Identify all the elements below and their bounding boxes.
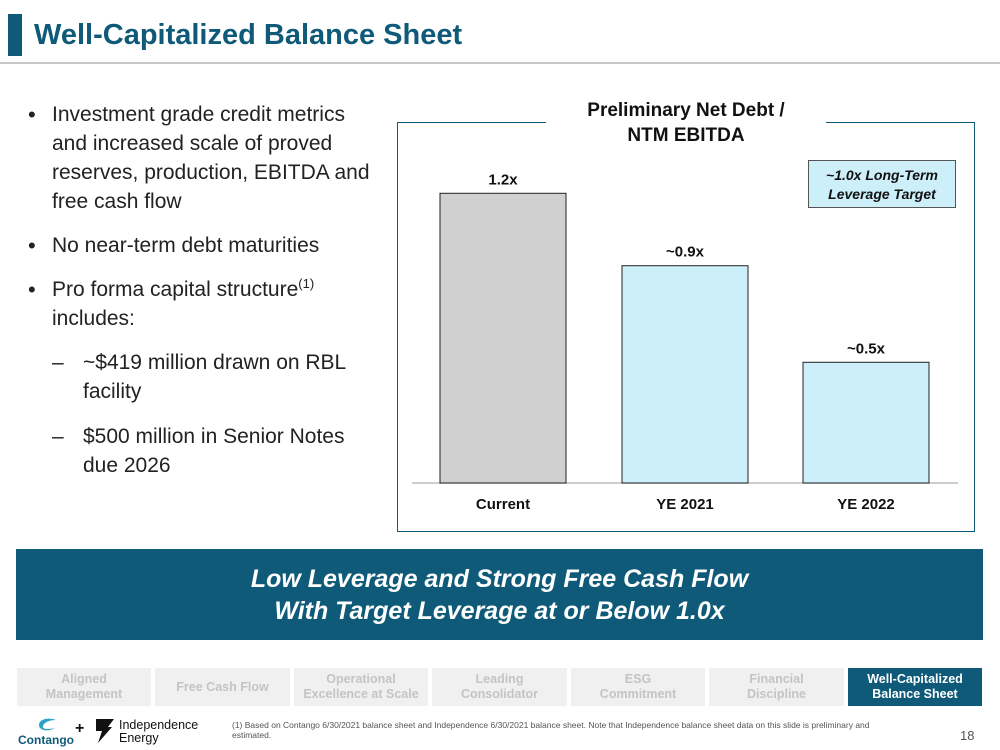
category-label: YE 2022 bbox=[837, 496, 895, 513]
nav-tab-label: Consolidator bbox=[460, 687, 539, 701]
nav-tab-label: Free Cash Flow bbox=[176, 679, 269, 694]
nav-tab-label: Management bbox=[45, 687, 123, 701]
bar-ye-2021 bbox=[621, 265, 749, 484]
page-title: Well-Capitalized Balance Sheet bbox=[34, 19, 463, 51]
nav-tab-label: ESG bbox=[624, 672, 652, 686]
data-label: ~0.5x bbox=[847, 340, 886, 357]
independence-energy-logo: Independence Energy bbox=[92, 717, 198, 747]
banner-line: With Target Leverage at or Below 1.0x bbox=[274, 597, 725, 625]
category-label: Current bbox=[476, 496, 530, 513]
independence-mark-icon bbox=[96, 719, 114, 743]
nav-tab-label: Balance Sheet bbox=[872, 687, 958, 701]
bar-current bbox=[439, 192, 567, 484]
sub-bullet-text: $500 million in Senior Notes due 2026 bbox=[83, 425, 345, 477]
bullet-text: No near-term debt maturities bbox=[52, 234, 320, 257]
nav-tab-label: Commitment bbox=[599, 687, 677, 701]
bullet-text: Investment grade credit metrics and incr… bbox=[52, 103, 370, 213]
bar-ye-2022 bbox=[802, 361, 930, 484]
logo-text-line: Independence bbox=[119, 718, 199, 732]
nav-tab-label: Well-Capitalized bbox=[867, 672, 963, 686]
sub-bullet-item: – $500 million in Senior Notes due 2026 bbox=[28, 422, 373, 480]
title-accent-bar bbox=[8, 14, 22, 56]
contango-logo: Contango bbox=[18, 716, 74, 747]
nav-tab-label: Operational bbox=[326, 672, 396, 686]
bullet-text: Pro forma capital structure bbox=[52, 278, 299, 301]
highlight-banner: Low Leverage and Strong Free Cash Flow W… bbox=[16, 549, 983, 640]
chart-title-background bbox=[546, 95, 826, 151]
contango-wordmark: Contango bbox=[18, 733, 74, 747]
nav-tab-label: Financial bbox=[749, 672, 804, 686]
bullet-item: • Pro forma capital structure(1) include… bbox=[28, 275, 373, 333]
target-text-line: Leverage Target bbox=[828, 186, 936, 202]
bullet-dot-icon: • bbox=[28, 102, 36, 127]
category-label: YE 2021 bbox=[656, 496, 714, 513]
plus-sign: + bbox=[75, 720, 85, 737]
banner-line: Low Leverage and Strong Free Cash Flow bbox=[250, 565, 749, 593]
chart-title: Preliminary Net Debt / NTM EBITDA bbox=[546, 98, 826, 148]
sub-bullet-item: – ~$419 million drawn on RBL facility bbox=[28, 348, 373, 406]
nav-tab-financial-discipline[interactable]: Financial Discipline bbox=[709, 668, 844, 706]
chart-title-line: NTM EBITDA bbox=[627, 125, 745, 146]
bullet-item: • Investment grade credit metrics and in… bbox=[28, 100, 373, 216]
nav-tab-free-cash-flow[interactable]: Free Cash Flow bbox=[155, 668, 290, 706]
chart-title-line: Preliminary Net Debt / bbox=[587, 100, 785, 121]
target-text-line: ~1.0x Long-Term bbox=[826, 167, 938, 183]
nav-tab-label: Excellence at Scale bbox=[303, 687, 419, 701]
footnote: (1) Based on Contango 6/30/2021 balance … bbox=[232, 720, 870, 740]
data-label: 1.2x bbox=[488, 171, 518, 188]
dash-icon: – bbox=[52, 351, 64, 374]
nav-tab-well-capitalized-balance-sheet[interactable]: Well-Capitalized Balance Sheet bbox=[848, 668, 982, 706]
nav-tab-esg-commitment[interactable]: ESG Commitment bbox=[571, 668, 705, 706]
bullet-item: • No near-term debt maturities bbox=[28, 231, 373, 260]
leverage-target-callout: ~1.0x Long-Term Leverage Target bbox=[808, 160, 956, 208]
bullet-text-tail: includes: bbox=[52, 307, 135, 330]
nav-tab-label: Leading bbox=[475, 672, 524, 686]
independence-wordmark: Independence Energy bbox=[119, 719, 198, 745]
nav-tab-operational-excellence[interactable]: Operational Excellence at Scale bbox=[294, 668, 428, 706]
page-number: 18 bbox=[960, 728, 975, 743]
contango-mark-icon bbox=[39, 718, 56, 731]
bullet-dot-icon: • bbox=[28, 233, 36, 258]
data-label: ~0.9x bbox=[666, 244, 705, 261]
nav-tab-label: Aligned bbox=[61, 672, 107, 686]
bullet-dot-icon: • bbox=[28, 277, 36, 302]
sub-bullet-text: ~$419 million drawn on RBL facility bbox=[83, 351, 346, 403]
logo-text-line: Energy bbox=[119, 731, 159, 745]
title-divider bbox=[0, 62, 1000, 64]
dash-icon: – bbox=[52, 425, 64, 448]
nav-tab-label: Discipline bbox=[746, 687, 807, 701]
bullet-list: • Investment grade credit metrics and in… bbox=[28, 100, 373, 496]
footnote-marker: (1) bbox=[298, 276, 315, 291]
nav-tab-aligned-management[interactable]: Aligned Management bbox=[17, 668, 151, 706]
nav-tab-leading-consolidator[interactable]: Leading Consolidator bbox=[432, 668, 567, 706]
